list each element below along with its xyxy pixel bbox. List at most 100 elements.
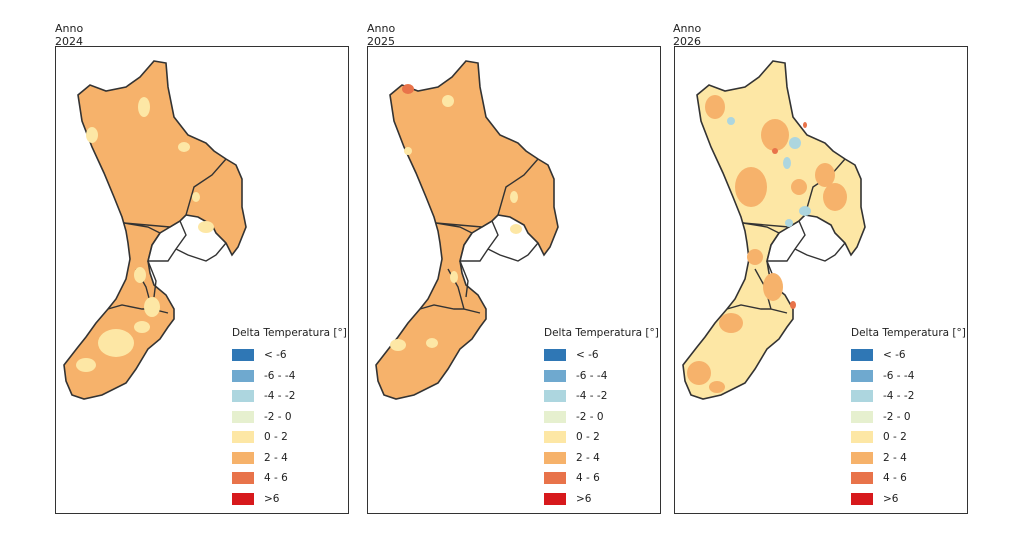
legend-label: >6 bbox=[576, 492, 592, 505]
legend-item: -2 - 0 bbox=[544, 407, 659, 428]
legend-item: -6 - -4 bbox=[232, 366, 347, 387]
temperature-patch bbox=[803, 122, 807, 128]
legend-label: 0 - 2 bbox=[883, 431, 907, 444]
temperature-patch bbox=[510, 224, 522, 234]
temperature-patch bbox=[510, 191, 518, 203]
map-frame: Delta Temperatura [°] < -6 -6 - -4 -4 - -2… bbox=[367, 46, 661, 514]
temperature-patch bbox=[426, 338, 438, 348]
province-boundary bbox=[487, 158, 539, 262]
legend-swatch bbox=[851, 349, 873, 362]
legend-label: 2 - 4 bbox=[576, 451, 600, 464]
legend-label: -4 - -2 bbox=[264, 390, 296, 403]
temperature-patch bbox=[442, 95, 454, 107]
calabria-map bbox=[63, 60, 247, 400]
legend-item: -4 - -2 bbox=[544, 386, 659, 407]
legend-item: -2 - 0 bbox=[232, 407, 347, 428]
legend-label: -4 - -2 bbox=[883, 390, 915, 403]
legend-item: >6 bbox=[544, 489, 659, 510]
province-boundary bbox=[742, 219, 806, 262]
temperature-patch bbox=[192, 192, 200, 202]
legend-label: -4 - -2 bbox=[576, 390, 608, 403]
legend-rows: < -6 -6 - -4 -4 - -2 -2 - 0 0 - 2 2 - 4 4 - 6 >… bbox=[232, 345, 347, 509]
legend-swatch bbox=[544, 431, 566, 444]
legend-swatch bbox=[544, 349, 566, 362]
legend-item: < -6 bbox=[232, 345, 347, 366]
temperature-patch bbox=[823, 183, 847, 211]
panel-title: Anno 2026 bbox=[673, 22, 702, 48]
legend-item: 0 - 2 bbox=[851, 427, 966, 448]
temperature-patch bbox=[763, 273, 783, 301]
legend-item: 0 - 2 bbox=[544, 427, 659, 448]
temperature-patch bbox=[747, 249, 763, 265]
legend-item: < -6 bbox=[851, 345, 966, 366]
legend-title: Delta Temperatura [°] bbox=[544, 327, 659, 339]
temperature-patch bbox=[761, 119, 789, 151]
legend-swatch bbox=[544, 492, 566, 505]
legend-swatch bbox=[544, 390, 566, 403]
temperature-patch bbox=[687, 361, 711, 385]
legend-label: -6 - -4 bbox=[264, 369, 296, 382]
legend-label: -6 - -4 bbox=[883, 369, 915, 382]
temperature-patch bbox=[789, 137, 801, 149]
calabria-map bbox=[682, 60, 866, 400]
legend-item: 2 - 4 bbox=[851, 448, 966, 469]
legend-item: >6 bbox=[232, 489, 347, 510]
legend-item: 4 - 6 bbox=[851, 468, 966, 489]
legend-label: 4 - 6 bbox=[883, 472, 907, 485]
legend-swatch bbox=[232, 369, 254, 382]
temperature-patch bbox=[402, 84, 414, 94]
province-boundary bbox=[175, 158, 227, 262]
temperature-patch bbox=[98, 329, 134, 357]
temperature-patch bbox=[719, 313, 743, 333]
legend-swatch bbox=[232, 472, 254, 485]
temperature-patch bbox=[76, 358, 96, 372]
legend-swatch bbox=[544, 410, 566, 423]
temperature-patch bbox=[450, 271, 458, 283]
legend-label: >6 bbox=[264, 492, 280, 505]
legend-label: -2 - 0 bbox=[264, 410, 292, 423]
legend-swatch bbox=[851, 390, 873, 403]
calabria-map bbox=[375, 60, 559, 400]
temperature-patch bbox=[709, 381, 725, 393]
legend-label: 4 - 6 bbox=[264, 472, 288, 485]
temperature-patch bbox=[178, 142, 190, 152]
temperature-patch bbox=[785, 219, 793, 227]
legend-swatch bbox=[851, 492, 873, 505]
legend-title: Delta Temperatura [°] bbox=[851, 327, 966, 339]
temperature-patch bbox=[772, 148, 778, 154]
legend-label: -2 - 0 bbox=[576, 410, 604, 423]
legend-item: -6 - -4 bbox=[851, 366, 966, 387]
legend-item: -4 - -2 bbox=[232, 386, 347, 407]
legend-label: < -6 bbox=[576, 349, 599, 362]
legend-label: -2 - 0 bbox=[883, 410, 911, 423]
legend-item: >6 bbox=[851, 489, 966, 510]
legend-label: 2 - 4 bbox=[883, 451, 907, 464]
legend-swatch bbox=[851, 431, 873, 444]
legend-item: -2 - 0 bbox=[851, 407, 966, 428]
temperature-patch bbox=[790, 301, 796, 309]
legend-title: Delta Temperatura [°] bbox=[232, 327, 347, 339]
map-legend: Delta Temperatura [°] < -6 -6 - -4 -4 - -2… bbox=[851, 327, 966, 509]
legend-item: 4 - 6 bbox=[544, 468, 659, 489]
legend-item: 2 - 4 bbox=[544, 448, 659, 469]
temperature-patch bbox=[404, 147, 412, 155]
legend-swatch bbox=[232, 492, 254, 505]
map-frame: Delta Temperatura [°] < -6 -6 - -4 -4 - -2… bbox=[674, 46, 968, 514]
temperature-patch bbox=[138, 97, 150, 117]
legend-label: 4 - 6 bbox=[576, 472, 600, 485]
legend-item: < -6 bbox=[544, 345, 659, 366]
temperature-patch bbox=[791, 179, 807, 195]
panel-title: Anno 2024 bbox=[55, 22, 84, 48]
map-legend: Delta Temperatura [°] < -6 -6 - -4 -4 - -2… bbox=[544, 327, 659, 509]
province-boundary bbox=[123, 219, 187, 262]
legend-swatch bbox=[851, 369, 873, 382]
legend-swatch bbox=[232, 390, 254, 403]
temperature-patch bbox=[134, 267, 146, 283]
legend-swatch bbox=[851, 472, 873, 485]
legend-swatch bbox=[544, 472, 566, 485]
legend-label: < -6 bbox=[883, 349, 906, 362]
legend-swatch bbox=[544, 369, 566, 382]
legend-label: 2 - 4 bbox=[264, 451, 288, 464]
legend-rows: < -6 -6 - -4 -4 - -2 -2 - 0 0 - 2 2 - 4 4 - 6 >… bbox=[544, 345, 659, 509]
temperature-patch bbox=[134, 321, 150, 333]
